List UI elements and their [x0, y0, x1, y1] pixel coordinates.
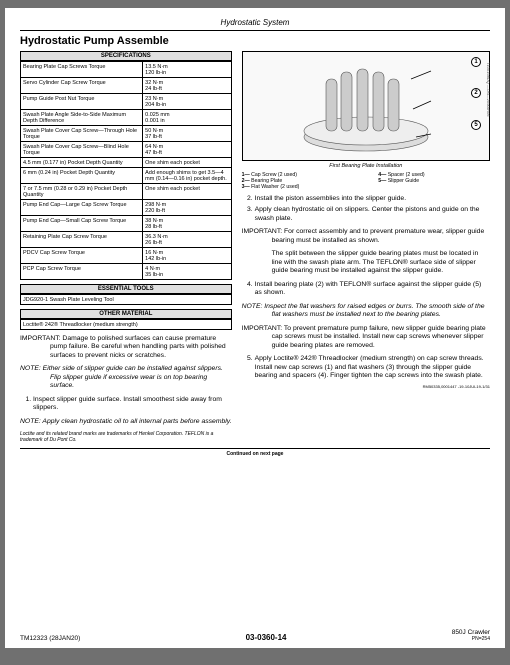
- step-2: Install the piston assemblies into the s…: [255, 195, 490, 203]
- step-list: Install bearing plate (2) with TEFLON® s…: [242, 281, 490, 298]
- step-5: Apply Loctite® 242® Threadlocker (medium…: [255, 355, 490, 380]
- step-list: Inspect slipper guide surface. Install s…: [20, 396, 232, 413]
- section-header: Hydrostatic System: [20, 18, 490, 27]
- other-material: Loctite® 242® Threadlocker (medium stren…: [20, 319, 232, 330]
- page-title: Hydrostatic Pump Assemble: [20, 35, 490, 47]
- step-1: Inspect slipper guide surface. Install s…: [33, 396, 232, 413]
- legal-text: Loctite and its related brand marks are …: [20, 432, 232, 444]
- callout-5: 5: [471, 120, 481, 130]
- figure-caption: First Bearing Plate Installation: [242, 163, 490, 169]
- divider: [20, 30, 490, 31]
- footer-right: 850J Crawler PN=254: [452, 629, 490, 642]
- specs-header: SPECIFICATIONS: [20, 51, 232, 61]
- step-list: Apply Loctite® 242® Threadlocker (medium…: [242, 355, 490, 380]
- figure-svg: [291, 59, 441, 154]
- note: NOTE: Either side of slipper guide can b…: [20, 365, 232, 390]
- footer-center: 03-0360-14: [246, 633, 287, 642]
- figure-legend: 1— Cap Screw (2 used)2— Bearing Plate3— …: [242, 172, 490, 190]
- important-note: IMPORTANT: For correct assembly and to p…: [242, 228, 490, 245]
- step-list: Install the piston assemblies into the s…: [242, 195, 490, 223]
- figure: 1 2 5 T100198DQ —UN—20MAR06: [242, 51, 490, 161]
- essential-tool: JDG920-1 Swash Plate Leveling Tool: [20, 294, 232, 305]
- left-column: SPECIFICATIONS Bearing Plate Cap Screws …: [20, 51, 232, 444]
- figure-code: T100198DQ —UN—20MAR06: [486, 62, 491, 116]
- important-note: IMPORTANT: To prevent premature pump fai…: [242, 325, 490, 350]
- note: NOTE: Inspect the flat washers for raise…: [242, 303, 490, 320]
- important-note: IMPORTANT: Damage to polished surfaces c…: [20, 335, 232, 360]
- callout-1: 1: [471, 57, 481, 67]
- step-3: Apply clean hydrostatic oil on slippers.…: [255, 206, 490, 223]
- footer-left: TM12323 (28JAN20): [20, 635, 80, 642]
- essential-header: ESSENTIAL TOOLS: [20, 284, 232, 294]
- doc-code: RM50335,0001447 -19-10JUL19-1/31: [242, 384, 490, 389]
- step-4: Install bearing plate (2) with TEFLON® s…: [255, 281, 490, 298]
- right-column: 1 2 5 T100198DQ —UN—20MAR06 First Bearin…: [242, 51, 490, 444]
- other-header: OTHER MATERIAL: [20, 309, 232, 319]
- body-text: The split between the slipper guide bear…: [242, 250, 490, 275]
- callout-2: 2: [471, 88, 481, 98]
- page-footer: TM12323 (28JAN20) 03-0360-14 850J Crawle…: [20, 629, 490, 642]
- note: NOTE: Apply clean hydrostatic oil to all…: [20, 418, 232, 426]
- specifications-table: Bearing Plate Cap Screws Torque13.5 N·m …: [20, 61, 232, 280]
- continued-text: Continued on next page: [20, 448, 490, 457]
